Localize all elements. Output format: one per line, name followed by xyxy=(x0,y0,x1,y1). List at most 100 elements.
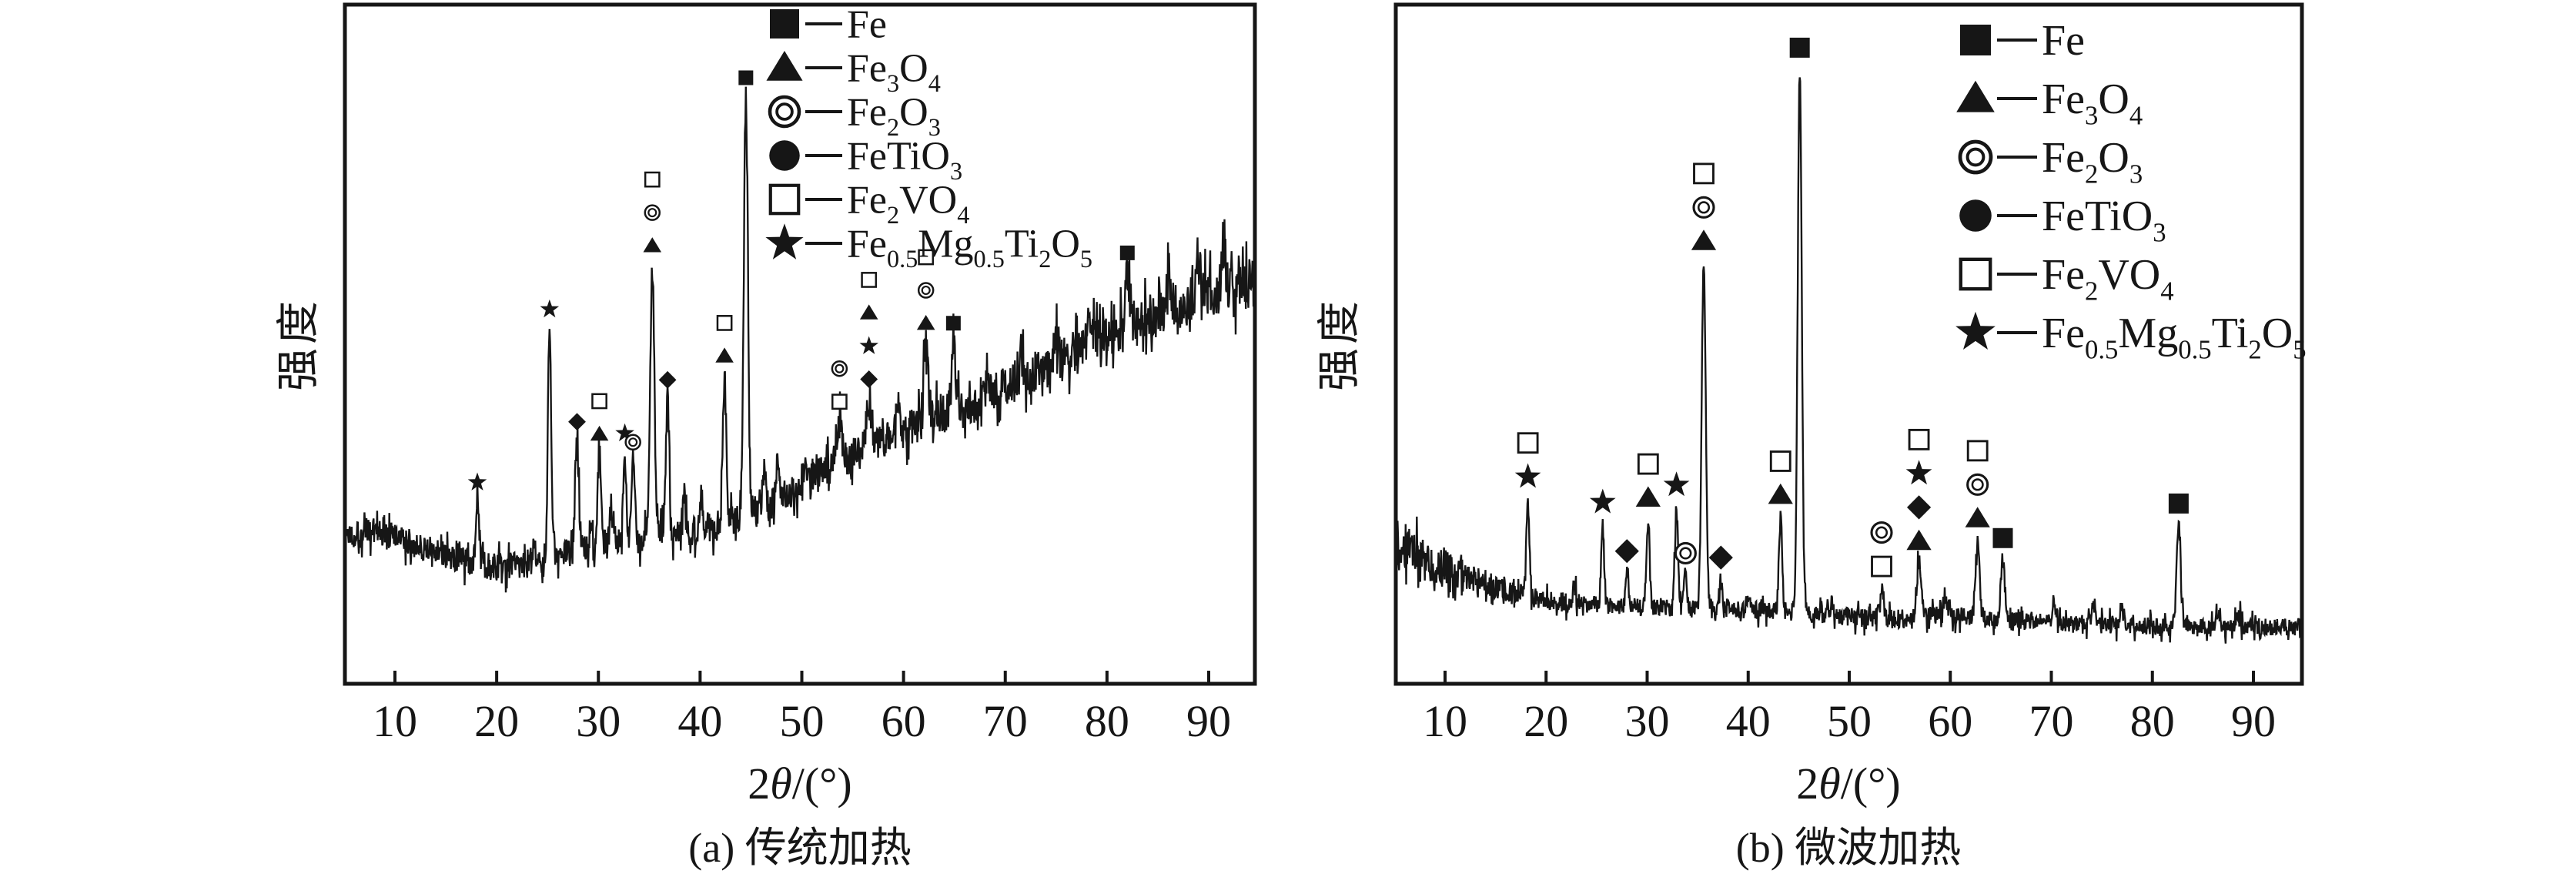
x-axis-label-a-post: /(°) xyxy=(791,758,852,809)
filled-diamond-icon xyxy=(1708,545,1733,570)
filled-star-icon xyxy=(1905,460,1932,485)
peak-annotation xyxy=(1119,245,1135,260)
open-square-icon xyxy=(1908,428,1930,450)
open-square-icon xyxy=(644,171,661,188)
filled-star-icon xyxy=(1955,311,1996,350)
y-axis-label-a: 强度 xyxy=(275,297,323,391)
filled-diamond-icon xyxy=(658,370,677,389)
open-square-icon xyxy=(1871,555,1892,578)
peak-annotation xyxy=(715,315,734,363)
x-tick-label: 50 xyxy=(1827,696,1872,746)
legend-entry: Fe xyxy=(770,3,887,47)
legend-entry: Fe0.5Mg0.5Ti2O5 xyxy=(1955,310,2307,365)
filled-star-icon xyxy=(467,472,487,491)
peak-annotation xyxy=(1614,539,1639,564)
peak-annotation xyxy=(1635,453,1661,507)
filled-star-icon xyxy=(1589,488,1616,514)
x-tick-label: 30 xyxy=(1625,696,1670,746)
open-square-icon xyxy=(591,393,607,410)
double-ring-icon xyxy=(921,285,931,296)
filled-triangle-icon xyxy=(1965,507,1990,527)
panel-b-plot: 10 20 30 40 50 60 70 80 90 Fe Fe3O4Fe2O3FeTiO3Fe2V… xyxy=(1393,2,2307,746)
legend-entry: FeTiO3 xyxy=(1959,193,2166,248)
double-ring-icon xyxy=(1971,478,1984,491)
legend-entry: Fe3O4 xyxy=(766,47,941,98)
legend-entry: Fe3O4 xyxy=(1956,75,2143,131)
filled-diamond-icon xyxy=(568,413,586,431)
filled-triangle-icon xyxy=(1691,229,1717,250)
plot-border xyxy=(343,2,1257,686)
legend-label: Fe3O4 xyxy=(2042,75,2143,131)
x-tick-label: 90 xyxy=(2231,696,2276,746)
peak-annotation xyxy=(1905,428,1932,551)
x-tick-label: 40 xyxy=(677,696,722,746)
filled-triangle-icon xyxy=(715,347,734,363)
filled-triangle-icon xyxy=(643,237,662,253)
filled-triangle-icon xyxy=(1635,486,1661,507)
filled-triangle-icon xyxy=(916,314,935,330)
legend-label: Fe xyxy=(2042,17,2085,65)
peak-annotation xyxy=(467,472,487,491)
x-tick-label: 60 xyxy=(1928,696,1972,746)
filled-star-icon xyxy=(765,223,804,260)
double-ring-icon xyxy=(1679,547,1692,560)
legend-entry: Fe2VO4 xyxy=(768,179,969,229)
x-axis-label-a: 2θ/(°) xyxy=(748,759,851,809)
open-square-icon xyxy=(768,183,801,216)
filled-circle-icon xyxy=(769,140,800,171)
filled-square-icon xyxy=(1789,37,1810,58)
peak-annotation xyxy=(1789,37,1810,58)
legend-label: Fe3O4 xyxy=(847,47,941,98)
panel-b-caption: (b) 微波加热 xyxy=(1735,825,1962,871)
filled-triangle-icon xyxy=(1906,529,1932,551)
filled-star-icon xyxy=(1663,471,1690,497)
peak-annotation xyxy=(831,360,848,410)
filled-circle-icon xyxy=(1959,199,1992,232)
filled-triangle-icon xyxy=(1956,80,1995,112)
legend-entry: FeTiO3 xyxy=(769,135,962,185)
filled-star-icon xyxy=(859,336,878,354)
x-tick-label: 20 xyxy=(474,696,519,746)
filled-star-icon xyxy=(540,299,560,318)
double-ring-icon xyxy=(1965,147,1986,167)
peak-annotation xyxy=(1514,432,1541,488)
peak-annotation xyxy=(1965,440,1990,527)
x-axis-label-b-pre: 2 xyxy=(1796,758,1819,809)
open-square-icon xyxy=(1966,440,1989,462)
x-axis-label-b-post: /(°) xyxy=(1840,758,1901,809)
x-tick-label: 10 xyxy=(1423,696,1467,746)
filled-square-icon xyxy=(738,70,754,85)
x-tick-label: 70 xyxy=(983,696,1028,746)
filled-square-icon xyxy=(1119,245,1135,260)
peak-annotation xyxy=(1691,162,1717,250)
peak-annotation xyxy=(859,272,878,388)
open-square-icon xyxy=(1637,453,1659,475)
peak-annotation xyxy=(1992,527,2013,548)
legend-label: Fe2O3 xyxy=(2042,134,2143,189)
filled-square-icon xyxy=(2168,493,2189,514)
filled-triangle-icon xyxy=(590,425,609,441)
double-ring-icon xyxy=(628,437,638,447)
peak-annotation xyxy=(540,299,560,318)
filled-star-icon xyxy=(615,423,634,442)
peak-annotation xyxy=(615,423,634,442)
open-square-icon xyxy=(1693,162,1715,185)
double-ring-icon xyxy=(835,363,845,373)
peak-annotation xyxy=(1589,488,1616,514)
peak-annotation xyxy=(1768,450,1793,504)
legend-label: Fe0.5Mg0.5Ti2O5 xyxy=(847,223,1092,273)
x-tick-label: 80 xyxy=(1085,696,1129,746)
xrd-trace xyxy=(1394,77,2303,644)
peak-annotation xyxy=(1870,521,1893,578)
peak-annotation xyxy=(916,249,935,330)
x-tick-label: 30 xyxy=(576,696,621,746)
legend-entry: Fe2O3 xyxy=(1958,134,2143,189)
filled-diamond-icon xyxy=(1614,539,1639,564)
legend-entry: Fe xyxy=(1960,17,2085,65)
x-tick-label: 60 xyxy=(882,696,926,746)
peak-annotation xyxy=(568,413,586,431)
legend-label: Fe2VO4 xyxy=(2042,251,2174,306)
